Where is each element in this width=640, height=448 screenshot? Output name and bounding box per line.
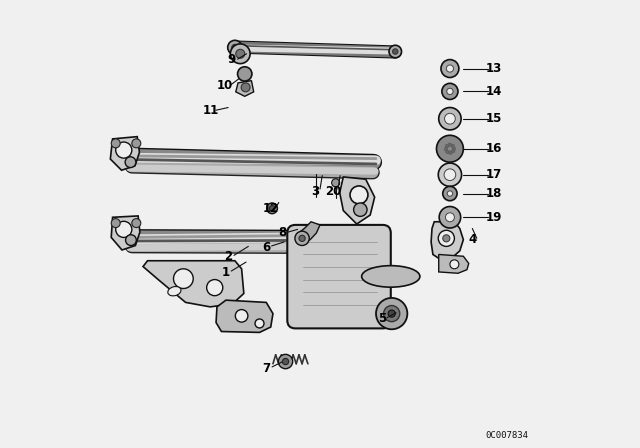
Circle shape — [441, 60, 459, 78]
Circle shape — [207, 280, 223, 296]
Circle shape — [230, 44, 250, 64]
Circle shape — [445, 150, 449, 154]
Polygon shape — [439, 254, 468, 273]
Circle shape — [443, 235, 450, 242]
Polygon shape — [143, 261, 244, 307]
Text: 3: 3 — [312, 185, 319, 198]
Ellipse shape — [362, 266, 420, 287]
Text: 1: 1 — [222, 266, 230, 279]
Circle shape — [445, 213, 454, 222]
Circle shape — [111, 219, 120, 228]
Circle shape — [389, 45, 401, 58]
Circle shape — [444, 169, 456, 181]
Circle shape — [451, 144, 454, 147]
Text: 5: 5 — [378, 312, 386, 326]
Circle shape — [236, 310, 248, 322]
Polygon shape — [111, 216, 140, 250]
Circle shape — [447, 88, 453, 95]
Circle shape — [267, 203, 277, 214]
Polygon shape — [216, 300, 273, 332]
Text: 9: 9 — [228, 52, 236, 66]
Circle shape — [350, 186, 368, 204]
Polygon shape — [431, 222, 463, 260]
Text: 13: 13 — [486, 62, 502, 75]
Text: 6: 6 — [262, 241, 270, 254]
Circle shape — [132, 139, 141, 148]
Circle shape — [132, 219, 141, 228]
Circle shape — [255, 319, 264, 328]
Text: 4: 4 — [468, 233, 476, 246]
Text: 14: 14 — [486, 85, 502, 98]
Circle shape — [438, 230, 454, 246]
Circle shape — [392, 49, 398, 54]
Ellipse shape — [168, 287, 181, 296]
Circle shape — [444, 147, 448, 151]
Circle shape — [446, 65, 454, 72]
Circle shape — [241, 83, 250, 92]
FancyBboxPatch shape — [287, 225, 391, 328]
Circle shape — [448, 143, 452, 146]
Circle shape — [116, 221, 132, 237]
Polygon shape — [236, 81, 253, 96]
Text: 20: 20 — [325, 185, 342, 198]
Circle shape — [442, 83, 458, 99]
Circle shape — [116, 142, 132, 158]
Circle shape — [445, 144, 449, 148]
Circle shape — [447, 191, 452, 196]
Circle shape — [438, 163, 461, 186]
Circle shape — [445, 113, 455, 124]
Circle shape — [332, 179, 340, 187]
Circle shape — [111, 139, 120, 148]
Polygon shape — [298, 222, 320, 244]
Circle shape — [125, 157, 136, 168]
Text: 18: 18 — [486, 187, 502, 200]
Circle shape — [125, 235, 136, 246]
Text: 17: 17 — [486, 168, 502, 181]
Text: 2: 2 — [225, 250, 233, 263]
Polygon shape — [110, 137, 140, 170]
Circle shape — [173, 269, 193, 289]
Polygon shape — [340, 177, 374, 224]
Text: 12: 12 — [262, 202, 279, 215]
Circle shape — [295, 231, 309, 246]
Circle shape — [282, 358, 289, 365]
Circle shape — [443, 186, 457, 201]
Text: 10: 10 — [217, 78, 233, 92]
Circle shape — [376, 298, 407, 329]
Text: 11: 11 — [203, 103, 219, 117]
Circle shape — [237, 67, 252, 81]
Circle shape — [449, 151, 452, 155]
Circle shape — [353, 203, 367, 216]
Circle shape — [383, 306, 400, 322]
Circle shape — [236, 49, 244, 58]
Circle shape — [388, 310, 396, 317]
Circle shape — [452, 147, 456, 151]
Text: 7: 7 — [262, 362, 271, 375]
Circle shape — [439, 108, 461, 130]
Text: 15: 15 — [486, 112, 502, 125]
Text: 19: 19 — [486, 211, 502, 224]
Text: 0C007834: 0C007834 — [485, 431, 528, 440]
Circle shape — [299, 235, 305, 241]
Circle shape — [436, 135, 463, 162]
Circle shape — [439, 207, 461, 228]
Text: 8: 8 — [278, 225, 287, 239]
Circle shape — [278, 354, 292, 369]
Circle shape — [232, 44, 238, 51]
Text: 16: 16 — [486, 142, 502, 155]
Circle shape — [228, 40, 242, 55]
Circle shape — [451, 149, 455, 153]
Circle shape — [269, 206, 275, 211]
Circle shape — [450, 260, 459, 269]
